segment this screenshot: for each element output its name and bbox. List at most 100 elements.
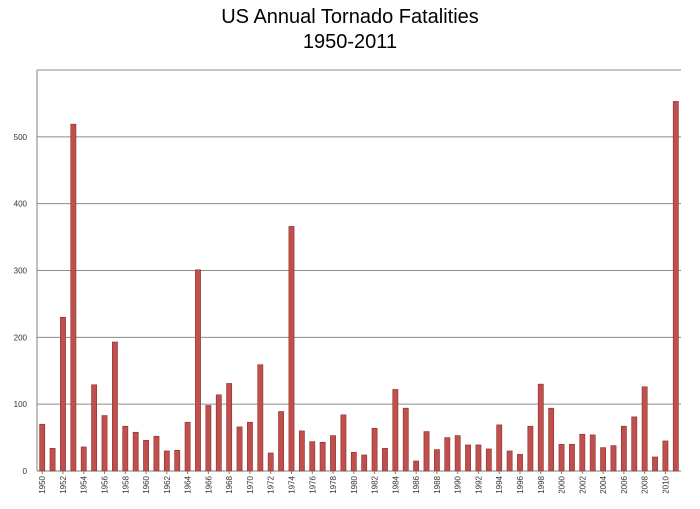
bar-1969 — [236, 426, 243, 472]
bar-1961 — [153, 435, 160, 472]
bar-1970 — [247, 421, 253, 472]
bar-1979 — [340, 414, 347, 472]
x-tick-label: 2008 — [641, 475, 650, 493]
x-tick-label: 2010 — [661, 475, 670, 493]
bar-1983 — [382, 447, 388, 472]
x-tick-label: 1970 — [246, 475, 255, 493]
bar-1995 — [506, 450, 513, 472]
x-tick-label: 1972 — [267, 475, 276, 493]
bar-1968 — [226, 383, 233, 472]
bar-1955 — [91, 384, 98, 472]
x-tick-label: 1974 — [287, 475, 296, 493]
bar-1954 — [80, 446, 87, 472]
x-tick-label: 1962 — [163, 475, 172, 493]
x-tick-label: 1994 — [495, 475, 504, 493]
bar-2011 — [672, 101, 679, 472]
bar-1988 — [434, 449, 440, 472]
bar-1978 — [330, 435, 336, 472]
x-tick-label: 1990 — [454, 475, 463, 493]
x-tick-label: 1986 — [412, 475, 421, 493]
y-tick-label: 0 — [23, 467, 28, 476]
bar-1963 — [174, 449, 181, 472]
bar-1984 — [392, 389, 399, 472]
x-tick-label: 2004 — [599, 475, 608, 493]
bar-2009 — [652, 456, 658, 472]
bar-1996 — [517, 453, 523, 472]
bar-1982 — [371, 427, 378, 472]
bar-1985 — [402, 407, 409, 472]
bar-1987 — [423, 431, 430, 472]
bar-1965 — [195, 269, 201, 472]
bar-2005 — [610, 445, 617, 472]
bar-2006 — [620, 425, 627, 472]
bar-1989 — [444, 437, 451, 472]
bar-1990 — [454, 435, 461, 472]
bar-1998 — [537, 383, 544, 472]
bar-1964 — [184, 421, 191, 472]
x-tick-label: 1978 — [329, 475, 338, 493]
bar-1981 — [361, 454, 368, 472]
bar-2004 — [600, 447, 606, 472]
bar-2002 — [579, 433, 586, 472]
x-tick-label: 1958 — [121, 475, 130, 493]
y-tick-label: 200 — [14, 333, 28, 342]
bar-1991 — [465, 444, 471, 472]
y-tick-label: 400 — [14, 200, 28, 209]
bar-2008 — [641, 386, 648, 472]
bar-2000 — [558, 443, 565, 472]
bar-1966 — [205, 405, 212, 472]
bar-1977 — [319, 441, 326, 472]
x-tick-label: 2002 — [578, 475, 587, 493]
bar-1953 — [70, 123, 77, 472]
bar-1959 — [132, 431, 139, 472]
x-tick-label: 1988 — [433, 475, 442, 493]
bar-1971 — [257, 364, 264, 472]
x-tick-label: 1954 — [80, 475, 89, 493]
bar-1956 — [101, 415, 108, 472]
bar-1952 — [60, 316, 66, 472]
bar-1967 — [215, 394, 222, 472]
bar-1997 — [527, 425, 534, 472]
x-tick-label: 1996 — [516, 475, 525, 493]
bar-2010 — [662, 440, 669, 472]
bar-1974 — [288, 226, 295, 472]
chart-title: US Annual Tornado Fatalities — [221, 6, 479, 28]
y-tick-label: 500 — [14, 133, 28, 142]
x-tick-label: 1998 — [537, 475, 546, 493]
x-tick-label: 1992 — [474, 475, 483, 493]
y-tick-label: 300 — [14, 267, 28, 276]
bar-1986 — [413, 460, 420, 472]
bar-1993 — [485, 448, 492, 472]
x-tick-label: 1952 — [59, 475, 68, 493]
bar-2007 — [631, 416, 638, 472]
x-tick-label: 1966 — [204, 475, 213, 493]
bar-1999 — [548, 407, 555, 472]
x-tick-label: 1960 — [142, 475, 151, 493]
bar-1980 — [350, 451, 357, 472]
x-tick-label: 2006 — [620, 475, 629, 493]
bar-1962 — [163, 450, 170, 472]
bar-1973 — [278, 411, 284, 472]
bar-1992 — [475, 444, 482, 472]
bar-1958 — [122, 425, 129, 472]
bar-2003 — [589, 434, 596, 472]
bar-1994 — [496, 424, 503, 472]
x-tick-label: 1950 — [38, 475, 47, 493]
x-tick-label: 1982 — [371, 475, 380, 493]
x-tick-label: 1984 — [391, 475, 400, 493]
x-tick-label: 1976 — [308, 475, 317, 493]
bar-2001 — [569, 443, 575, 472]
chart-subtitle: 1950-2011 — [302, 31, 398, 53]
bar-1975 — [298, 430, 305, 472]
bar-1972 — [267, 452, 274, 472]
x-tick-label: 1980 — [350, 475, 359, 493]
bar-1950 — [39, 423, 46, 472]
y-tick-label: 100 — [14, 400, 28, 409]
x-tick-label: 2000 — [558, 475, 567, 493]
x-tick-label: 1956 — [101, 475, 110, 493]
bar-1960 — [143, 439, 149, 472]
bar-1957 — [112, 341, 118, 472]
x-tick-label: 1964 — [184, 475, 193, 493]
